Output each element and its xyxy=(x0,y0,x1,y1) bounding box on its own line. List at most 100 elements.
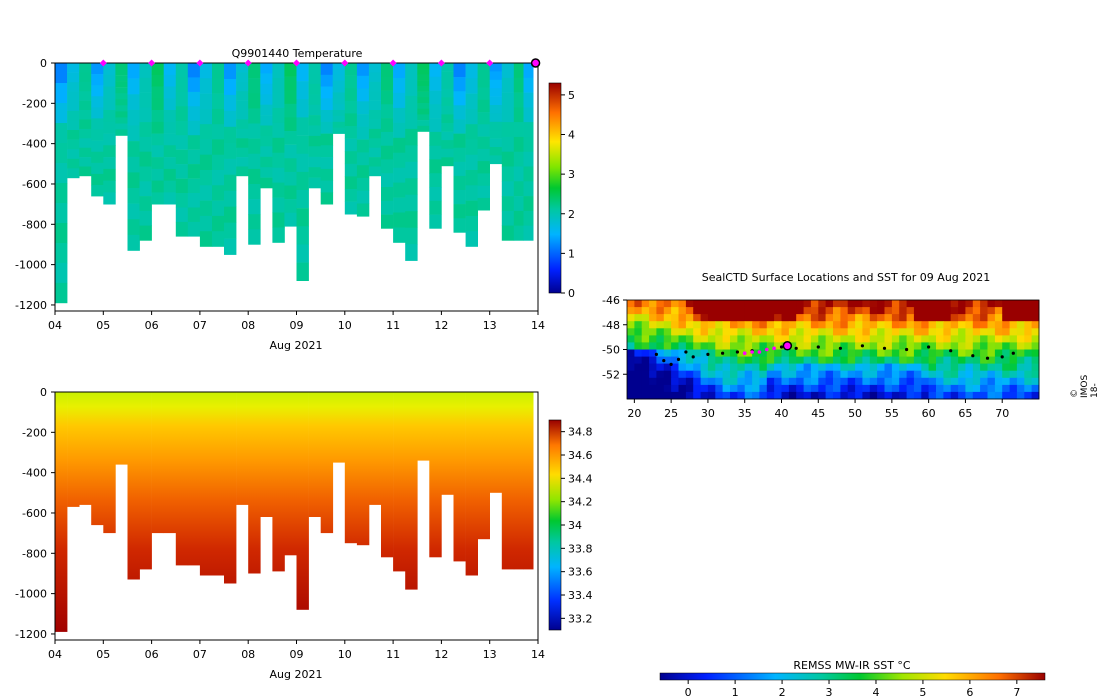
sst-cell xyxy=(913,377,922,386)
sst-cell xyxy=(788,384,797,393)
temperature-cell xyxy=(139,122,152,138)
sst-cell xyxy=(722,377,731,386)
temperature-cell xyxy=(513,122,524,138)
temperature-cell xyxy=(344,189,358,202)
sst-cell xyxy=(810,335,819,343)
sst-cell xyxy=(1009,300,1018,308)
sst-cell xyxy=(1031,335,1040,343)
sst-cell xyxy=(788,321,797,329)
temperature-cell xyxy=(224,63,237,80)
sst-cell xyxy=(994,321,1003,329)
x-tick-label: 10 xyxy=(338,648,352,661)
sst-cell xyxy=(693,300,701,308)
sst-cell xyxy=(766,342,775,350)
sst-cell xyxy=(663,335,672,343)
temperature-cell xyxy=(381,118,394,133)
temperature-cell xyxy=(320,110,334,123)
sst-cell xyxy=(818,377,827,386)
temperature-cell xyxy=(429,63,442,78)
temperature-cell xyxy=(175,106,189,121)
sst-cell xyxy=(634,321,643,329)
sst-cell xyxy=(840,300,849,308)
temperature-cell xyxy=(55,103,68,124)
temperature-cell xyxy=(212,124,225,140)
sst-cell xyxy=(693,384,701,393)
sst-cell xyxy=(987,328,996,336)
sst-cell xyxy=(730,307,738,315)
temperature-cell xyxy=(79,91,92,101)
sst-cell xyxy=(943,363,952,372)
sst-cell xyxy=(891,370,900,379)
temperature-cell xyxy=(212,200,225,217)
temperature-cell xyxy=(224,126,237,144)
temperature-cell xyxy=(417,125,430,132)
temperature-cell xyxy=(296,244,309,263)
temperature-cell xyxy=(175,135,189,150)
seal-track xyxy=(654,341,1015,366)
sst-cell xyxy=(685,321,694,329)
temperature-cell xyxy=(187,193,201,208)
sst-cell xyxy=(950,342,959,350)
sst-cell xyxy=(936,391,944,400)
sst-cell xyxy=(766,335,775,343)
temperature-cell xyxy=(320,168,334,181)
temperature-cell xyxy=(405,161,418,179)
temperature-cell xyxy=(393,152,406,168)
temperature-cell xyxy=(332,80,346,87)
sst-cell xyxy=(884,342,893,350)
sst-cell xyxy=(656,328,665,336)
salinity-profile xyxy=(163,392,177,534)
sst-cell xyxy=(774,328,782,336)
temperature-cell xyxy=(356,63,370,77)
temperature-cell xyxy=(523,181,534,197)
temperature-cell xyxy=(115,105,128,112)
sst-cell xyxy=(980,349,988,357)
temperature-cell xyxy=(187,77,201,93)
temperature-cell xyxy=(441,140,454,149)
salinity-profile xyxy=(212,392,225,576)
temperature-cell xyxy=(151,110,164,123)
salinity-profile xyxy=(453,392,466,562)
temperature-cell xyxy=(115,129,128,136)
temperature-cell xyxy=(67,168,80,179)
sst-cell xyxy=(1016,314,1025,322)
sst-cell xyxy=(1016,377,1025,386)
sst-cell xyxy=(884,349,893,357)
sst-cell xyxy=(906,356,915,365)
sst-cell xyxy=(634,384,643,393)
sst-cell xyxy=(766,377,775,386)
salinity-profile xyxy=(489,392,503,493)
x-tick-label: 12 xyxy=(434,648,448,661)
sst-cell xyxy=(752,363,760,372)
temperature-cell xyxy=(175,63,189,78)
temperature-cell xyxy=(55,243,68,264)
x-tick-label: 10 xyxy=(338,319,352,332)
sst-cell xyxy=(744,342,753,350)
temperature-cell xyxy=(199,63,213,79)
sst-cell xyxy=(634,370,643,379)
temperature-cell xyxy=(175,178,189,194)
temperature-cell xyxy=(67,130,80,140)
sst-cell xyxy=(752,342,760,350)
sst-cell xyxy=(649,391,657,400)
x-tick-label: 04 xyxy=(48,648,62,661)
sst-cell xyxy=(730,335,738,343)
sst-cell xyxy=(928,342,937,350)
sst-cell xyxy=(781,363,790,372)
temperature-cell xyxy=(199,139,213,155)
sst-cell xyxy=(936,356,944,365)
temperature-cell xyxy=(405,145,418,163)
temperature-cell xyxy=(356,190,370,204)
sst-cell xyxy=(796,356,804,365)
sst-cell xyxy=(825,363,834,372)
sst-cell xyxy=(862,307,871,315)
sst-cell xyxy=(810,300,819,308)
sst-cell xyxy=(766,370,775,379)
temperature-cell xyxy=(489,96,503,106)
sst-cell xyxy=(928,391,937,400)
temperature-cell xyxy=(332,121,346,128)
sst-cell xyxy=(1016,328,1025,336)
temperature-cell xyxy=(489,138,503,148)
temperature-cell xyxy=(187,135,201,150)
sst-cell xyxy=(825,300,834,308)
